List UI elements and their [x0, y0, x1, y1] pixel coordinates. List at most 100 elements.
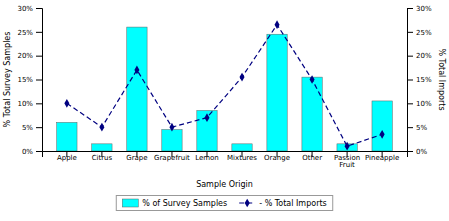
tick: 15%	[17, 76, 42, 84]
tick: 25%	[407, 29, 432, 37]
bar	[372, 101, 392, 151]
tick-label: Citrus	[92, 154, 113, 162]
tick: Pineapple	[365, 151, 399, 162]
tick-label: Lemon	[195, 154, 219, 162]
tick-label: PassionFruit	[334, 154, 360, 169]
marker	[99, 123, 104, 132]
legend-item: % of Survey Samples	[122, 199, 227, 208]
tick-mark	[407, 80, 413, 81]
tick: 25%	[17, 29, 42, 37]
bar	[92, 144, 112, 151]
tick: 0%	[22, 148, 42, 156]
tick-label: Grapefruit	[154, 154, 190, 162]
tick-mark	[407, 151, 413, 152]
legend-item: - % Total Imports	[239, 199, 327, 208]
tick: Citrus	[92, 151, 113, 162]
legend-swatch	[122, 199, 138, 207]
tick-mark	[407, 32, 413, 33]
legend-items: % of Survey Samples - % Total Imports	[122, 199, 326, 208]
marker	[310, 75, 315, 84]
tick-mark	[36, 8, 42, 9]
tick-label: 20%	[416, 52, 432, 60]
tick: Mixtures	[227, 151, 257, 162]
tick-label: Pineapple	[365, 154, 399, 162]
y-axis: 0% 5% 10% 15% 20% 25% 30%	[17, 5, 42, 156]
y2-axis-title: % Total Imports	[437, 48, 446, 110]
tick: 20%	[17, 52, 42, 60]
tick-label: 0%	[416, 148, 427, 156]
x-axis: Apple Citrus Grape Grapefruit Lemon Mixtures O…	[43, 151, 408, 169]
bar	[267, 34, 287, 151]
tick-mark	[36, 32, 42, 33]
tick: PassionFruit	[334, 151, 360, 169]
legend-marker	[245, 199, 250, 208]
marker	[169, 123, 174, 132]
tick: 0%	[407, 148, 427, 156]
tick: Orange	[264, 151, 290, 162]
tick: 10%	[407, 100, 432, 108]
tick: Lemon	[195, 151, 219, 162]
tick-label: 10%	[416, 100, 432, 108]
tick-mark	[36, 103, 42, 104]
tick-mark	[36, 151, 42, 152]
tick-label: Apple	[57, 154, 77, 162]
tick-label: 15%	[416, 76, 432, 84]
marker	[275, 20, 280, 29]
line-series	[64, 20, 384, 150]
tick-label: 0%	[22, 148, 33, 156]
tick-mark	[36, 56, 42, 57]
tick-label: 5%	[22, 124, 33, 132]
legend: % of Survey Samples - % Total Imports	[116, 196, 332, 211]
tick-label: Grape	[126, 154, 147, 162]
tick: 20%	[407, 52, 432, 60]
tick: 30%	[407, 5, 432, 13]
tick-label: Orange	[264, 154, 290, 162]
tick: 30%	[17, 5, 42, 13]
axis-line	[36, 9, 43, 152]
x-axis-title: Sample Origin	[196, 180, 253, 189]
tick-label: 15%	[17, 76, 33, 84]
marker	[380, 130, 385, 139]
tick: 15%	[407, 76, 432, 84]
tick-label: 20%	[17, 52, 33, 60]
tick-label: 30%	[17, 5, 33, 13]
chart: Apple Citrus Grape Grapefruit Lemon Mixtures O…	[0, 0, 449, 221]
axis-line	[408, 9, 414, 152]
tick-label: Mixtures	[227, 154, 257, 162]
tick: 5%	[22, 124, 42, 132]
marker	[239, 73, 244, 82]
bar	[197, 110, 217, 151]
tick-label: Other	[302, 154, 322, 162]
tick-mark	[36, 80, 42, 81]
tick-label: 10%	[17, 100, 33, 108]
legend-label: - % Total Imports	[259, 199, 327, 208]
tick: 10%	[17, 100, 42, 108]
bar	[57, 122, 77, 151]
tick-label: 25%	[416, 29, 432, 37]
tick-mark	[36, 127, 42, 128]
tick-mark	[407, 56, 413, 57]
tick: Other	[302, 151, 322, 162]
marker	[64, 99, 69, 108]
marker	[134, 66, 139, 75]
bar	[162, 130, 182, 151]
y-axis-title: % Total Survey Samples	[3, 32, 12, 128]
marks	[57, 20, 393, 151]
tick-label: 25%	[17, 29, 33, 37]
bar	[232, 144, 252, 151]
y2-axis: 0% 5% 10% 15% 20% 25% 30%	[407, 5, 432, 156]
tick-label: 30%	[416, 5, 432, 13]
bar	[302, 77, 322, 151]
tick: Grape	[126, 151, 147, 162]
legend-label: % of Survey Samples	[142, 199, 227, 208]
tick-mark	[407, 8, 413, 9]
line	[67, 25, 382, 147]
marker	[204, 113, 209, 122]
marker	[345, 142, 350, 151]
tick: Apple	[57, 151, 77, 162]
tick: Grapefruit	[154, 151, 190, 162]
legend-box	[116, 196, 332, 211]
bar-series	[57, 27, 393, 151]
tick: 5%	[407, 124, 427, 132]
plot: Apple Citrus Grape Grapefruit Lemon Mixtures O…	[3, 5, 446, 211]
